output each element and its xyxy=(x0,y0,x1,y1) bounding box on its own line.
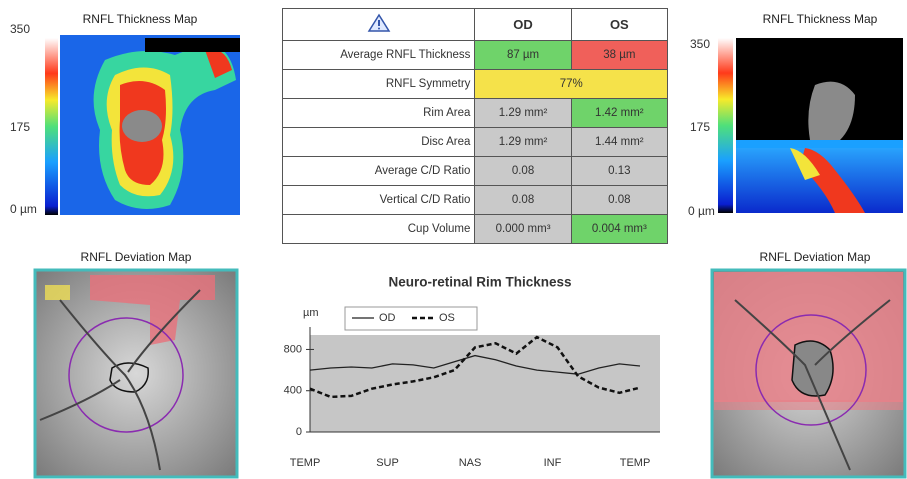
cell: 1.29 mm² xyxy=(475,99,571,128)
row-label: Rim Area xyxy=(283,99,475,128)
y-tick-label: 800 xyxy=(284,343,302,355)
col-header: OS xyxy=(571,9,667,41)
cell: 1.29 mm² xyxy=(475,128,571,157)
cell: 0.004 mm³ xyxy=(571,215,667,244)
cell: 0.08 xyxy=(475,186,571,215)
color-bar xyxy=(718,38,733,213)
color-bar xyxy=(45,38,58,215)
cell: 87 µm xyxy=(475,41,571,70)
row-label: Disc Area xyxy=(283,128,475,157)
x-tick-label: TEMP xyxy=(290,457,321,469)
legend-label: OD xyxy=(379,312,396,324)
deviation-map xyxy=(712,270,905,477)
row-label: Average C/D Ratio xyxy=(283,157,475,186)
row-label: Average RNFL Thickness xyxy=(283,41,475,70)
scale-label: 0 µm xyxy=(10,202,37,216)
map-title: RNFL Deviation Map xyxy=(760,250,871,264)
cell: 1.42 mm² xyxy=(571,99,667,128)
x-tick-label: NAS xyxy=(459,457,482,469)
y-tick-label: 400 xyxy=(284,385,302,397)
chart-title: Neuro-retinal Rim Thickness xyxy=(388,275,571,290)
scale-label: 0 µm xyxy=(688,204,715,218)
y-tick-label: 0 xyxy=(296,426,302,438)
warning xyxy=(367,13,391,33)
map-title: RNFL Thickness Map xyxy=(763,12,878,26)
thickness-map xyxy=(736,38,903,213)
row-label: RNFL Symmetry xyxy=(283,70,475,99)
thickness-map xyxy=(60,35,240,215)
cell: 0.08 xyxy=(475,157,571,186)
map-title: RNFL Thickness Map xyxy=(83,12,198,26)
scale-label: 350 xyxy=(690,37,710,51)
x-tick-label: TEMP xyxy=(620,457,651,469)
scale-label: 175 xyxy=(690,120,710,134)
cell: 0.13 xyxy=(571,157,667,186)
cell: 38 µm xyxy=(571,41,667,70)
y-axis-label: µm xyxy=(303,307,319,319)
scale-label: 175 xyxy=(10,120,30,134)
cell: 0.08 xyxy=(571,186,667,215)
x-tick-label: INF xyxy=(544,457,562,469)
warning-icon xyxy=(283,9,475,41)
map-title: RNFL Deviation Map xyxy=(81,250,192,264)
col-header: OD xyxy=(475,9,571,41)
row-label: Cup Volume xyxy=(283,215,475,244)
page: RNFL Thickness Map 350 175 0 µm RNFL Thi… xyxy=(0,0,907,479)
plot-area xyxy=(310,335,660,432)
x-tick-label: SUP xyxy=(376,457,399,469)
row-label: Vertical C/D Ratio xyxy=(283,186,475,215)
deviation-map xyxy=(35,270,237,477)
legend-label: OS xyxy=(439,312,455,324)
rim-chart: Neuro-retinal Rim Thickness µm 0 400 800 TE… xyxy=(284,275,660,469)
scale-label: 350 xyxy=(10,22,30,36)
cell: 1.44 mm² xyxy=(571,128,667,157)
cell: 0.000 mm³ xyxy=(475,215,571,244)
cell: 77% xyxy=(475,70,668,99)
